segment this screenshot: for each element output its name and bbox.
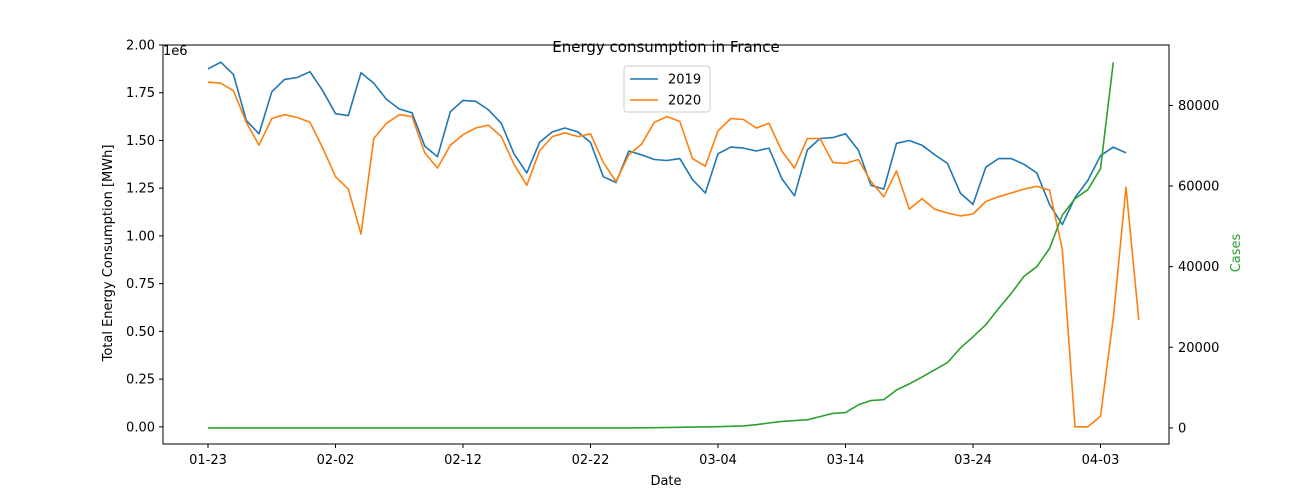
legend-label-2020: 2020 [668,94,701,109]
plot-lines [207,61,1140,429]
y2-ticks: 0 20000 40000 60000 80000 [1169,99,1219,436]
series-line-2020 [207,81,1140,428]
plot-frame [162,44,1170,445]
x-tick-label: 02-22 [572,453,610,468]
y-offset-label: 1e6 [163,44,188,59]
y-tick-label: 1.75 [126,86,155,101]
y-tick-label: 1.25 [126,182,155,197]
y2-tick-label: 20000 [1178,341,1219,356]
x-axis-label: Date [650,474,681,489]
x-tick-label: 03-04 [699,453,737,468]
y-tick-label: 0.25 [126,373,155,388]
x-ticks: 01-23 02-02 02-12 02-22 03-04 03-14 03-24 04-03 [189,444,1119,468]
y2-tick-label: 40000 [1178,260,1219,275]
y-tick-label: 2.00 [126,39,155,54]
chart-title: Energy consumption in France [552,38,780,56]
y-tick-label: 0.00 [126,420,155,435]
x-tick-label: 02-02 [317,453,355,468]
y2-tick-label: 0 [1178,421,1186,436]
y-tick-label: 1.00 [126,229,155,244]
y2-tick-label: 80000 [1178,99,1219,114]
y2-axis-label: Cases [1229,233,1244,272]
x-tick-label: 04-03 [1082,453,1120,468]
y-tick-label: 0.75 [126,277,155,292]
series-line-2019 [207,61,1127,226]
x-tick-label: 03-24 [954,453,992,468]
y-tick-label: 1.50 [126,134,155,149]
y2-tick-label: 60000 [1178,180,1219,195]
y-ticks: 0.00 0.25 0.50 0.75 1.00 1.25 1.50 1.75 2.00 [126,39,163,435]
x-tick-label: 03-14 [827,453,865,468]
legend: 2019 2020 [623,65,711,113]
y-tick-label: 0.50 [126,325,155,340]
y-axis-label: Total Energy Consumption [MWh] [101,145,116,363]
series-line-cases [208,62,1115,429]
x-tick-label: 02-12 [444,453,482,468]
legend-label-2019: 2019 [668,73,701,88]
x-tick-label: 01-23 [189,453,227,468]
